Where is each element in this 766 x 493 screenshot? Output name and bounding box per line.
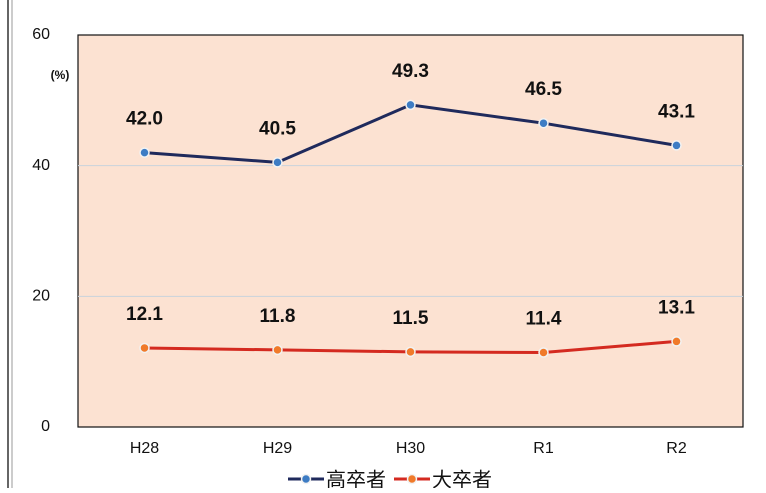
y-tick-label: 0: [41, 418, 50, 435]
point-marker: [139, 147, 150, 158]
point-marker: [671, 140, 682, 151]
y-unit-label: (%): [51, 68, 70, 82]
point-marker: [405, 346, 416, 358]
x-tick-label: H30: [396, 440, 425, 457]
legend-marker: [300, 473, 312, 485]
plot-area: [77, 34, 744, 428]
data-label: 11.5: [393, 308, 429, 329]
legend-marker: [406, 473, 418, 485]
legend-label: 大卒者: [432, 468, 492, 488]
data-label: 49.3: [392, 61, 429, 82]
x-tick-label: H29: [263, 440, 292, 457]
point-marker: [671, 336, 682, 347]
data-label: 12.1: [126, 304, 163, 325]
x-tick-label: R2: [666, 440, 687, 457]
legend-label: 高卒者: [326, 468, 386, 488]
y-tick-label: 20: [32, 288, 50, 305]
data-label: 11.8: [260, 306, 296, 327]
data-label: 46.5: [525, 79, 562, 100]
y-tick-label: 40: [32, 157, 50, 174]
data-label: 43.1: [658, 101, 695, 122]
x-tick-label: H28: [130, 440, 159, 457]
data-label: 42.0: [126, 109, 163, 130]
point-marker: [272, 157, 283, 168]
y-tick-label: 60: [32, 26, 50, 43]
data-label: 13.1: [658, 297, 695, 318]
point-marker: [538, 117, 549, 129]
data-label: 40.5: [259, 118, 296, 139]
point-marker: [538, 347, 549, 358]
data-label: 11.4: [526, 309, 562, 330]
point-marker: [405, 99, 416, 111]
x-tick-label: R1: [533, 440, 554, 457]
point-marker: [272, 344, 283, 356]
point-marker: [139, 342, 150, 354]
